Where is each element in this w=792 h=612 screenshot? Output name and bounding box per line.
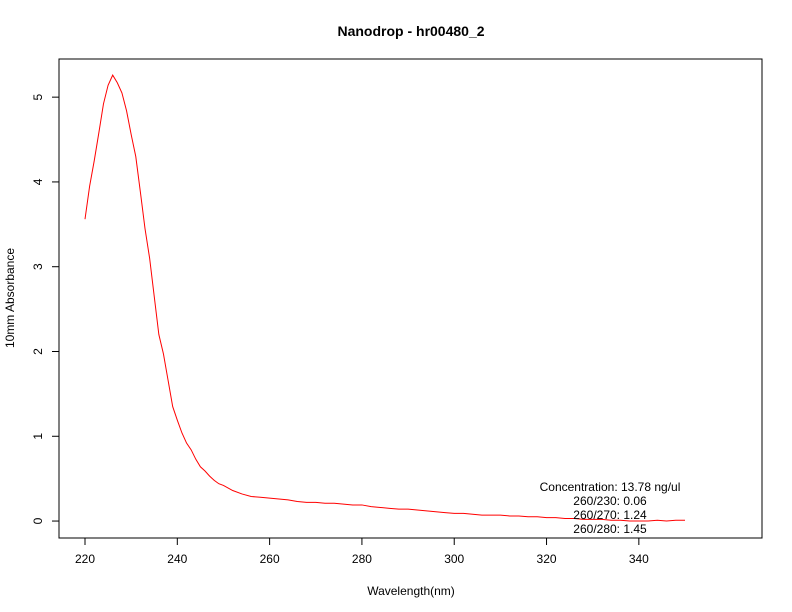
annotation-block: Concentration: 13.78 ng/ul 260/230: 0.06…: [540, 480, 681, 536]
x-tick-label: 260: [260, 552, 280, 566]
chart-title: Nanodrop - hr00480_2: [337, 23, 484, 39]
x-tick-label: 220: [75, 552, 95, 566]
annotation-260-270: 260/270: 1.24: [573, 508, 647, 522]
y-tick-label: 5: [31, 93, 45, 100]
y-tick-label: 3: [31, 263, 45, 270]
x-axis-label: Wavelength(nm): [367, 584, 455, 598]
plot-frame: [58, 58, 763, 539]
x-tick-label: 340: [629, 552, 649, 566]
y-tick-label: 2: [31, 348, 45, 355]
x-tick-label: 300: [444, 552, 464, 566]
x-tick-label: 240: [167, 552, 187, 566]
absorbance-series-line: [84, 74, 685, 522]
y-tick-label: 1: [31, 433, 45, 440]
annotation-concentration: Concentration: 13.78 ng/ul: [540, 480, 681, 494]
y-axis-label: 10mm Absorbance: [3, 248, 17, 348]
annotation-260-230: 260/230: 0.06: [573, 494, 647, 508]
x-tick-label: 320: [537, 552, 557, 566]
x-tick-label: 280: [352, 552, 372, 566]
y-axis: 0 1 2 3 4 5: [31, 93, 60, 524]
x-axis: 220 240 260 280 300 320 340: [75, 537, 649, 566]
y-tick-label: 0: [31, 517, 45, 524]
annotation-260-280: 260/280: 1.45: [573, 522, 647, 536]
y-tick-label: 4: [31, 178, 45, 185]
